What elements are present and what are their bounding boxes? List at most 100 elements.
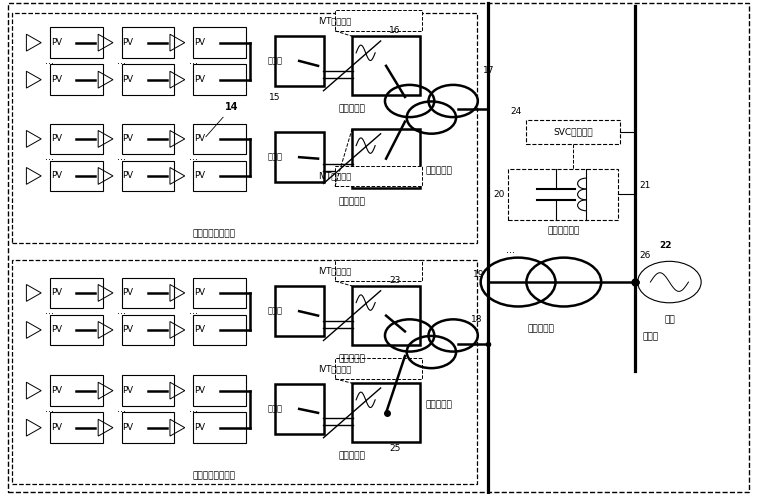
Text: 电网: 电网 (664, 316, 674, 325)
Bar (352, 286, 420, 345)
Bar (193, 160, 246, 191)
Text: 26: 26 (639, 251, 650, 260)
Text: 15: 15 (269, 94, 280, 102)
Bar (50, 278, 103, 308)
Text: ...: ... (189, 404, 198, 414)
Bar (335, 358, 422, 379)
Text: 无功补偿装置: 无功补偿装置 (547, 226, 579, 235)
Text: ...: ... (45, 306, 55, 316)
Text: 光伏并网发电单元: 光伏并网发电单元 (192, 471, 235, 481)
Bar (122, 375, 174, 406)
Text: ...: ... (45, 56, 55, 66)
Text: IVT控制模块: IVT控制模块 (319, 171, 352, 180)
Text: PV: PV (123, 135, 133, 144)
Bar (50, 375, 103, 406)
Text: PV: PV (51, 38, 61, 47)
Text: ...: ... (45, 404, 55, 414)
Text: SVC控制模块: SVC控制模块 (553, 128, 593, 137)
Bar (122, 278, 174, 308)
Bar (50, 412, 103, 443)
Bar (12, 260, 477, 485)
Text: ...: ... (117, 152, 126, 162)
Text: 24: 24 (511, 107, 522, 116)
Bar (50, 27, 103, 58)
Text: ...: ... (45, 152, 55, 162)
Bar (335, 165, 422, 186)
Text: PV: PV (195, 75, 205, 84)
Bar (275, 133, 324, 182)
Text: PV: PV (123, 386, 133, 395)
Text: 22: 22 (659, 241, 672, 250)
Text: PV: PV (195, 171, 205, 180)
Bar (193, 375, 246, 406)
Text: 23: 23 (389, 276, 400, 285)
Bar (275, 287, 324, 336)
Text: PV: PV (51, 75, 61, 84)
Bar (50, 315, 103, 345)
Bar (335, 10, 422, 31)
Bar (193, 64, 246, 95)
Text: PV: PV (123, 38, 133, 47)
Text: 20: 20 (494, 190, 505, 199)
Bar (193, 278, 246, 308)
Text: 14: 14 (206, 102, 238, 137)
Text: IVT控制模块: IVT控制模块 (319, 364, 352, 373)
Text: 并网点: 并网点 (643, 332, 659, 341)
Text: 汇流箱: 汇流箱 (267, 56, 282, 65)
Bar (509, 168, 618, 220)
Text: ...: ... (506, 245, 516, 255)
Text: PV: PV (195, 38, 205, 47)
Text: 汇流箱: 汇流箱 (267, 404, 282, 413)
Text: PV: PV (51, 289, 61, 297)
Text: PV: PV (51, 171, 61, 180)
Bar (193, 412, 246, 443)
Text: ...: ... (117, 306, 126, 316)
Text: PV: PV (123, 325, 133, 335)
Text: PV: PV (123, 171, 133, 180)
Bar (275, 36, 324, 86)
Text: 光伏逆变器: 光伏逆变器 (338, 451, 366, 460)
Text: 光伏逆变器: 光伏逆变器 (338, 354, 366, 363)
Bar (122, 27, 174, 58)
Text: 光伏逆变器: 光伏逆变器 (338, 104, 366, 113)
Text: PV: PV (123, 289, 133, 297)
Text: PV: PV (51, 325, 61, 335)
Text: 单元变压器: 单元变压器 (425, 400, 453, 409)
Bar (122, 160, 174, 191)
Bar (193, 315, 246, 345)
Bar (122, 412, 174, 443)
Text: PV: PV (195, 135, 205, 144)
Text: PV: PV (195, 289, 205, 297)
Bar (352, 129, 420, 188)
Bar (122, 315, 174, 345)
Text: 光伏并网发电单元: 光伏并网发电单元 (192, 230, 235, 239)
Text: 17: 17 (483, 66, 494, 75)
Text: 汇流箱: 汇流箱 (267, 307, 282, 316)
Text: PV: PV (51, 386, 61, 395)
Bar (50, 64, 103, 95)
Text: PV: PV (195, 386, 205, 395)
Text: ...: ... (189, 56, 198, 66)
Bar (352, 383, 420, 443)
Text: PV: PV (123, 423, 133, 432)
Text: 25: 25 (389, 444, 400, 453)
Bar (12, 13, 477, 243)
Text: IVT控制模块: IVT控制模块 (319, 266, 352, 275)
Text: ...: ... (189, 306, 198, 316)
Bar (193, 27, 246, 58)
Text: PV: PV (195, 423, 205, 432)
Text: ...: ... (117, 404, 126, 414)
Text: ...: ... (189, 152, 198, 162)
Bar (50, 124, 103, 154)
Bar (50, 160, 103, 191)
Text: 18: 18 (471, 315, 482, 324)
Text: 光伏逆变器: 光伏逆变器 (338, 197, 366, 206)
Bar (335, 260, 422, 281)
Text: PV: PV (51, 135, 61, 144)
Text: ...: ... (117, 56, 126, 66)
Text: 21: 21 (639, 181, 650, 190)
Bar (122, 64, 174, 95)
Text: PV: PV (195, 325, 205, 335)
Text: 19: 19 (473, 270, 484, 279)
Bar (122, 124, 174, 154)
